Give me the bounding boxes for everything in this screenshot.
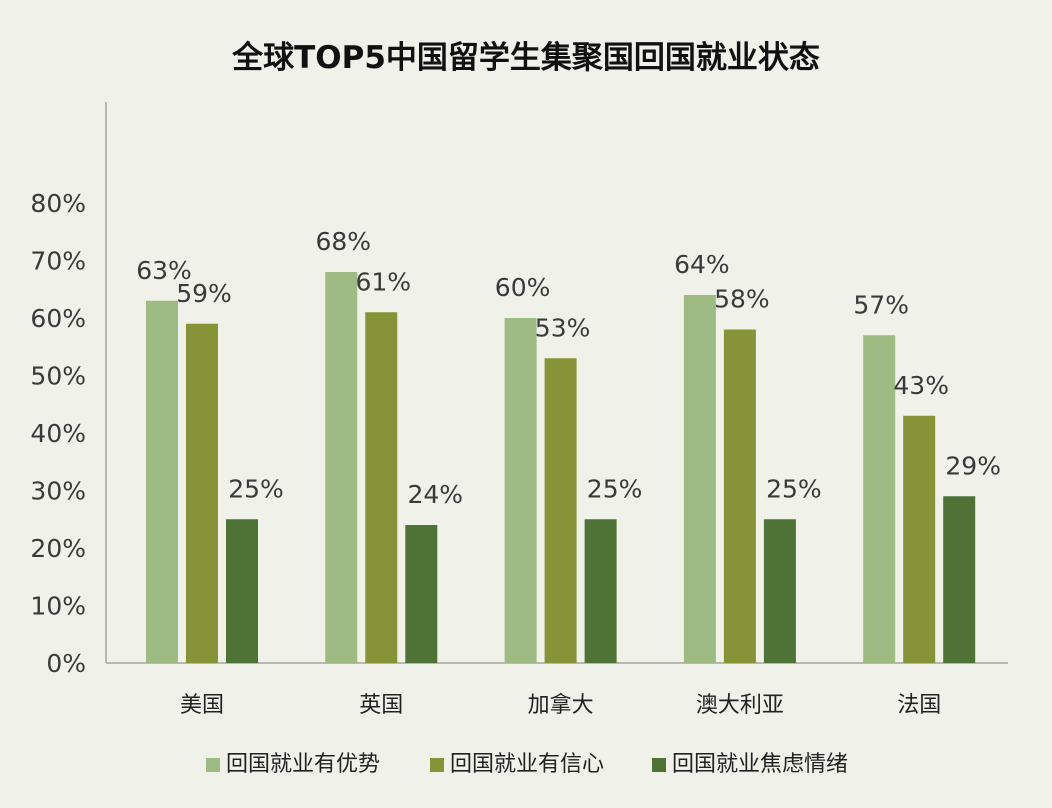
legend-swatch (430, 758, 444, 772)
y-tick-label: 20% (30, 534, 86, 563)
y-tick-label: 40% (30, 419, 86, 448)
category-label: 英国 (359, 693, 403, 718)
data-label: 25% (228, 474, 284, 503)
bar (325, 272, 358, 663)
bar (723, 329, 756, 663)
bar (146, 300, 178, 663)
bar (943, 496, 976, 663)
bar (226, 519, 258, 663)
legend-label: 回国就业有优势 (226, 752, 380, 777)
category-label: 加拿大 (528, 692, 594, 718)
bar (763, 519, 796, 663)
data-label: 64% (674, 250, 730, 279)
bar (504, 318, 537, 663)
y-tick-label: 0% (46, 649, 86, 678)
data-label: 43% (893, 371, 949, 400)
bar (405, 525, 438, 663)
y-tick-label: 80% (30, 189, 86, 218)
bar (863, 335, 896, 663)
data-label: 29% (945, 451, 1001, 480)
legend-swatch (206, 758, 220, 772)
y-tick-label: 70% (30, 247, 86, 276)
y-tick-label: 30% (30, 477, 86, 506)
data-label: 57% (853, 290, 909, 319)
bar (683, 295, 716, 663)
legend-swatch (652, 758, 666, 772)
data-label: 59% (176, 279, 232, 308)
data-label: 53% (535, 313, 591, 342)
y-tick-label: 10% (30, 592, 86, 621)
data-label: 58% (714, 285, 770, 314)
bar (544, 358, 577, 663)
chart-title: 全球TOP5中国留学生集聚国回国就业状态 (232, 40, 820, 76)
category-label: 澳大利亚 (696, 693, 784, 718)
data-label: 63% (136, 256, 192, 285)
y-tick-label: 60% (30, 304, 86, 333)
data-label: 68% (316, 227, 372, 256)
bar (365, 312, 398, 663)
legend-label: 回国就业焦虑情绪 (672, 752, 848, 777)
data-label: 24% (408, 480, 464, 509)
data-label: 25% (766, 474, 822, 503)
bar (584, 519, 617, 663)
category-label: 美国 (180, 693, 224, 718)
legend-label: 回国就业有信心 (450, 752, 604, 777)
y-tick-label: 50% (30, 362, 86, 391)
data-label: 61% (356, 267, 412, 296)
bar (903, 415, 936, 663)
category-label: 法国 (897, 693, 941, 718)
bar (186, 323, 218, 663)
data-label: 60% (495, 273, 551, 302)
data-label: 25% (587, 474, 643, 503)
